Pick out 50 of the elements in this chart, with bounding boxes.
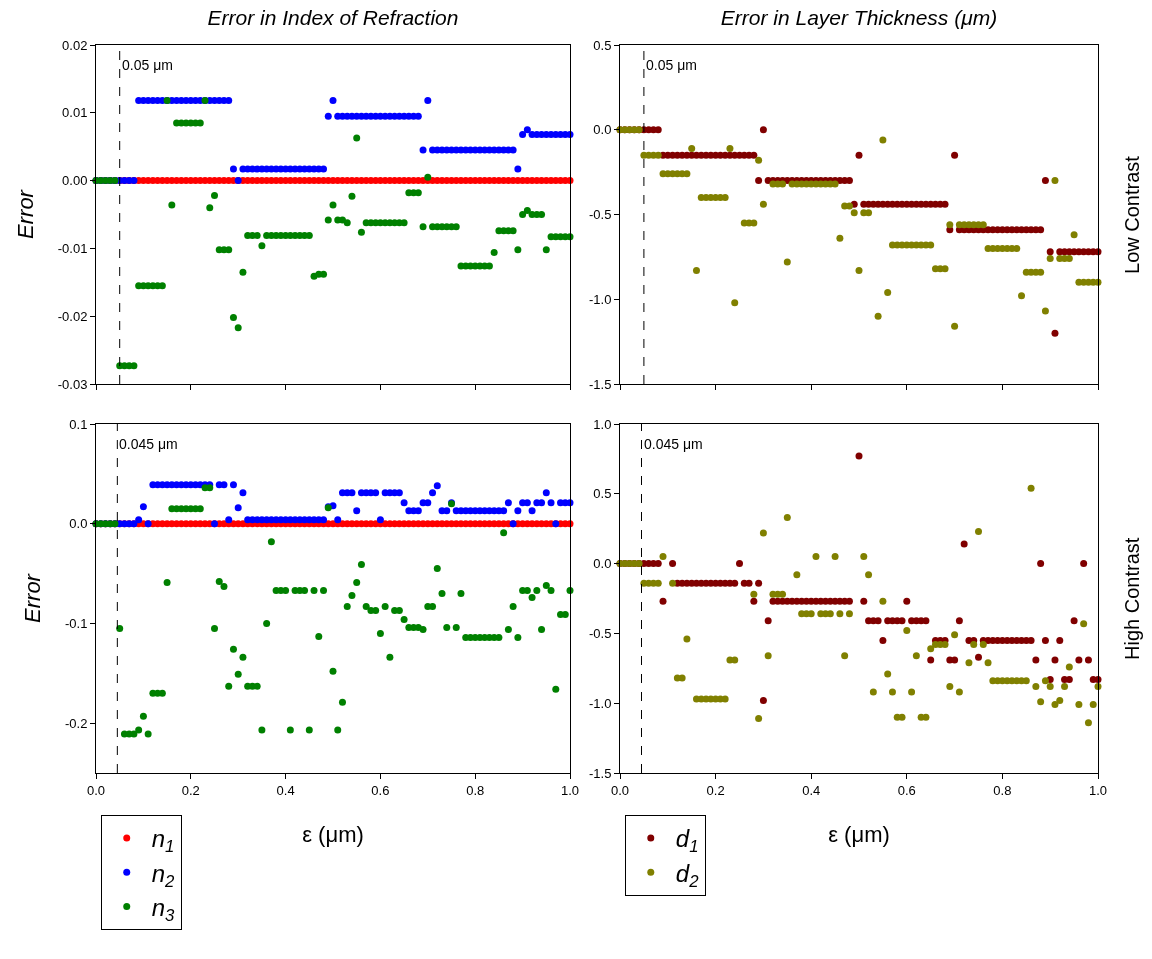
x-tick-label: 0.4 <box>802 782 821 798</box>
y-tick-label: 0.0 <box>69 516 88 532</box>
x-tick-label: 0.2 <box>181 782 200 798</box>
legend-label: d$_{1}$ <box>675 825 699 857</box>
y-tick-label: 0.02 <box>62 37 88 53</box>
y-tick-label: 0.00 <box>62 173 88 189</box>
ref-line-label: 0.045 μm <box>644 436 703 452</box>
y-tick-label: 1.0 <box>593 416 612 432</box>
y-tick-label: -0.2 <box>64 715 88 731</box>
legend-label: n$_{1}$ <box>151 825 175 857</box>
y-axis-title: Error <box>12 188 38 239</box>
x-tick-label: 1.0 <box>560 782 580 798</box>
y-tick-label: 0.5 <box>593 486 612 502</box>
x-tick-label: 0.0 <box>610 782 630 798</box>
x-tick-label: 0.0 <box>86 782 106 798</box>
chart-title: Error in Layer Thickness (μm) <box>720 6 998 30</box>
text: High Contrast <box>1120 537 1143 660</box>
y-tick-label: 0.5 <box>593 37 612 53</box>
x-tick-label: 0.4 <box>276 782 295 798</box>
x-tick-label: 0.6 <box>897 782 916 798</box>
ref-line-label: 0.045 μm <box>119 436 178 452</box>
y-tick-label: -0.5 <box>588 207 612 223</box>
x-axis-title: ε (μm) <box>302 822 364 848</box>
y-tick-label: -1.0 <box>588 291 612 307</box>
y-tick-label: -0.1 <box>64 615 88 631</box>
legend-label: n$_{3}$ <box>151 893 176 925</box>
text: Low Contrast <box>1120 155 1143 274</box>
y-tick-label: 0.0 <box>593 122 612 138</box>
y-tick-label: -0.03 <box>57 376 88 392</box>
ref-line-label: 0.05 μm <box>122 57 173 73</box>
x-tick-label: 0.8 <box>466 782 485 798</box>
x-axis-title: ε (μm) <box>828 822 890 848</box>
y-tick-label: -1.5 <box>588 765 612 781</box>
legend-label: n$_{2}$ <box>151 859 176 891</box>
y-tick-label: -0.01 <box>57 240 88 256</box>
y-tick-label: 0.1 <box>69 416 88 432</box>
x-tick-label: 1.0 <box>1088 782 1108 798</box>
chart-title: Error in Index of Refraction <box>207 6 459 30</box>
y-tick-label: -0.02 <box>57 308 88 324</box>
y-tick-label: 0.0 <box>593 556 612 572</box>
y-tick-label: 0.01 <box>62 105 88 121</box>
y-tick-label: -1.5 <box>588 376 612 392</box>
ref-line-label: 0.05 μm <box>646 57 697 73</box>
y-tick-label: -1.0 <box>588 695 612 711</box>
y-axis-title: Error <box>19 572 45 623</box>
y-tick-label: -0.5 <box>588 625 612 641</box>
x-tick-label: 0.8 <box>993 782 1012 798</box>
x-tick-label: 0.6 <box>371 782 390 798</box>
x-tick-label: 0.2 <box>706 782 725 798</box>
legend-label: d$_{2}$ <box>675 859 700 891</box>
